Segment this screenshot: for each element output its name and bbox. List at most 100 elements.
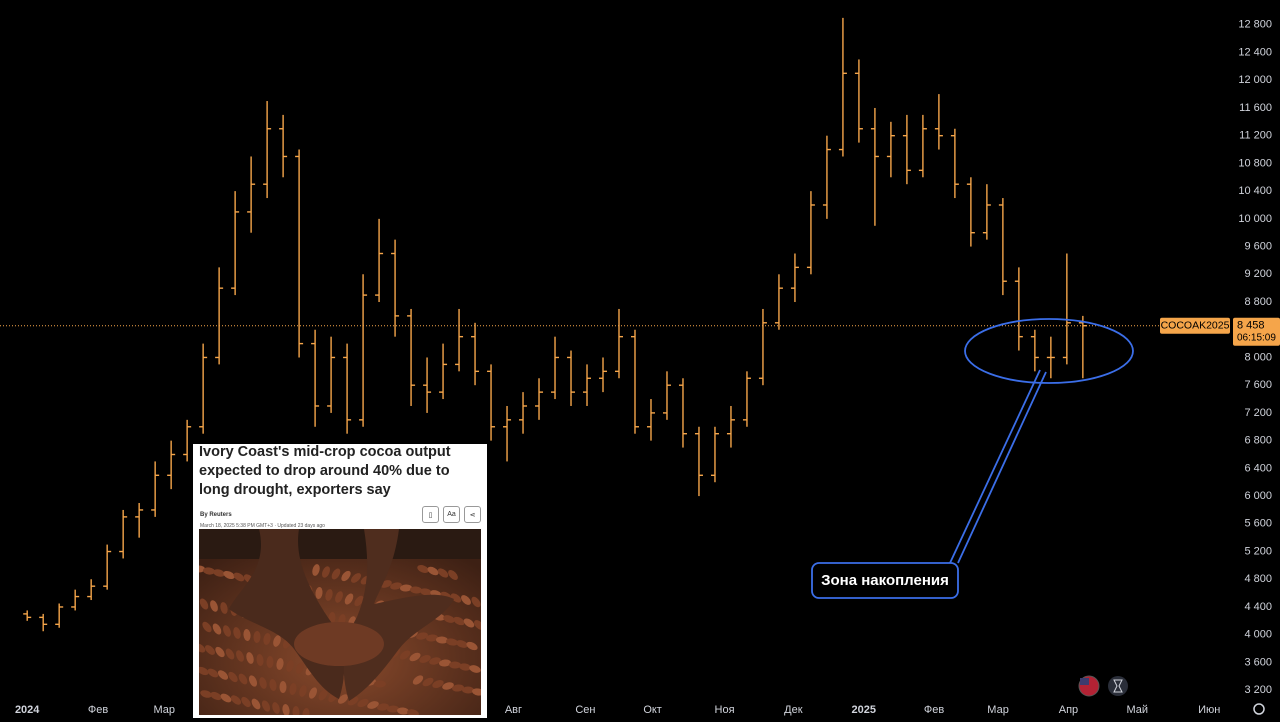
bean <box>217 670 229 680</box>
news-headline: Ivory Coast's mid-crop cocoa output expe… <box>199 444 451 498</box>
bean <box>453 616 465 626</box>
news-buttons: ▯ Aa ⋖ <box>422 506 481 523</box>
bean <box>397 707 409 715</box>
replay-icon[interactable] <box>1108 676 1128 696</box>
bean <box>220 602 228 614</box>
bean <box>446 638 458 646</box>
bean <box>248 675 258 687</box>
bean <box>436 636 448 644</box>
bean <box>344 593 354 605</box>
y-tick-label: 7 600 <box>1244 379 1272 391</box>
bean <box>289 683 297 695</box>
bean <box>419 655 431 663</box>
bean <box>263 633 271 645</box>
y-tick-label: 11 200 <box>1239 130 1272 142</box>
bean <box>282 704 290 715</box>
bean <box>251 698 261 710</box>
bean <box>422 677 434 687</box>
bean <box>466 641 478 651</box>
x-tick-label: 2024 <box>15 704 40 716</box>
settings-icon[interactable] <box>1253 703 1265 715</box>
bean <box>426 634 438 642</box>
bean <box>256 654 264 666</box>
bean <box>420 588 432 596</box>
news-photo <box>199 529 481 715</box>
bean <box>331 568 341 580</box>
bean <box>228 671 238 683</box>
bean <box>432 680 444 688</box>
bean <box>266 656 274 668</box>
countdown-label: 06:15:09 <box>1237 332 1276 343</box>
bean <box>469 665 481 673</box>
bean <box>341 570 351 582</box>
bean <box>233 572 245 582</box>
bean <box>439 659 451 667</box>
bean <box>354 595 364 607</box>
y-tick-label: 12 400 <box>1238 46 1272 58</box>
bean <box>210 600 218 612</box>
font-button[interactable]: Aa <box>443 506 460 523</box>
bean <box>213 569 225 577</box>
y-tick-label: 12 000 <box>1238 74 1272 86</box>
bean <box>409 652 421 662</box>
x-tick-label: Мар <box>154 704 176 716</box>
bean-pile <box>294 622 384 666</box>
x-tick-label: 2025 <box>851 704 875 716</box>
bean <box>207 668 219 678</box>
y-tick-label: 9 600 <box>1244 240 1272 252</box>
bean <box>259 677 267 689</box>
bean <box>199 598 209 610</box>
bean <box>325 589 333 601</box>
photo-top <box>199 529 481 559</box>
bean <box>215 646 225 658</box>
bean <box>220 693 232 703</box>
bean <box>412 675 424 685</box>
bean <box>246 652 254 664</box>
bean <box>253 631 261 643</box>
symbol-label-bg <box>1160 317 1230 334</box>
y-tick-label: 4 000 <box>1244 629 1272 641</box>
bean <box>199 643 206 653</box>
bean <box>377 703 389 711</box>
bean <box>429 657 441 665</box>
bean <box>233 627 241 639</box>
bean <box>322 566 330 578</box>
bean <box>337 694 349 704</box>
y-tick-label: 3 200 <box>1244 684 1272 696</box>
bean <box>449 661 461 669</box>
y-tick-label: 11 600 <box>1239 102 1272 114</box>
y-tick-label: 3 600 <box>1244 656 1272 668</box>
y-tick-label: 5 200 <box>1244 545 1272 557</box>
bean <box>261 700 271 712</box>
toolbar-icons <box>1078 675 1265 715</box>
x-tick-label: Июн <box>1198 704 1220 716</box>
news-date: March 18, 2025 5:38 PM GMT+3 · Updated 2… <box>200 523 325 529</box>
bean <box>416 632 428 640</box>
bean <box>272 702 280 714</box>
y-tick-label: 6 800 <box>1244 435 1272 447</box>
annotation: Зона накопления <box>811 318 1134 599</box>
symbol-label: COCOAK2025 <box>1161 320 1230 332</box>
y-tick-label: 10 000 <box>1238 213 1272 225</box>
bean <box>472 688 481 696</box>
bean <box>462 686 474 694</box>
y-tick-label: 8 000 <box>1244 351 1272 363</box>
x-tick-label: Май <box>1126 704 1148 716</box>
bean <box>202 621 212 633</box>
bean <box>299 685 307 697</box>
x-tick-label: Окт <box>643 704 662 716</box>
bookmark-button[interactable]: ▯ <box>422 506 439 523</box>
plot-area: 3 200 3 600 4 000 4 400 4 800 5 200 5 600 6 000… <box>0 17 1272 716</box>
y-tick-label: 4 400 <box>1244 601 1272 613</box>
y-tick-label: 5 600 <box>1244 518 1272 530</box>
bean <box>286 660 294 672</box>
bean <box>410 586 422 594</box>
x-tick-label: Фев <box>88 704 108 716</box>
bean <box>357 698 369 708</box>
y-tick-label: 10 800 <box>1238 157 1272 169</box>
annotation-text: Зона накопления <box>821 572 949 589</box>
bean <box>223 570 235 580</box>
share-button[interactable]: ⋖ <box>464 506 481 523</box>
flag-canton <box>1080 678 1089 685</box>
x-tick-label: Фев <box>924 704 944 716</box>
